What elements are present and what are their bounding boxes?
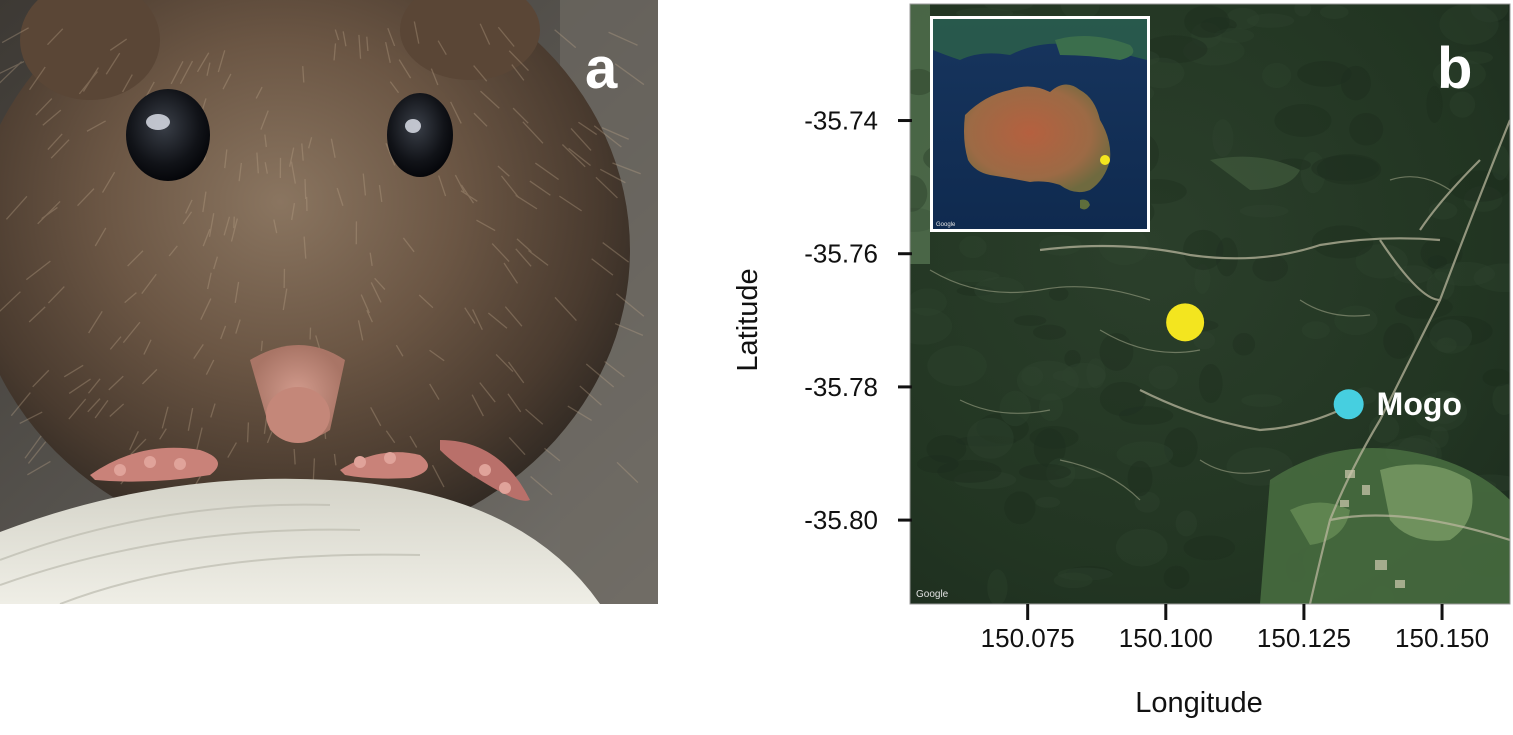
site-marker bbox=[1166, 303, 1205, 342]
inset-locator-map: Google bbox=[930, 16, 1150, 232]
x-tick-label: 150.125 bbox=[1257, 623, 1351, 653]
panel-a-label: a bbox=[585, 36, 618, 101]
x-tick-label: 150.075 bbox=[981, 623, 1075, 653]
x-axis: 150.075 150.100 150.125 150.150 bbox=[981, 604, 1489, 653]
mouse-photo bbox=[0, 0, 658, 604]
mogo-label: Mogo bbox=[1377, 386, 1462, 422]
svg-text:Google: Google bbox=[936, 222, 956, 228]
map-credit: Google bbox=[916, 589, 949, 600]
y-axis: -35.74 -35.76 -35.78 -35.80 bbox=[804, 106, 912, 535]
x-tick-label: 150.100 bbox=[1119, 623, 1213, 653]
map-points: Mogo bbox=[1166, 303, 1462, 422]
inset-site-marker bbox=[1100, 155, 1110, 165]
y-tick-label: -35.78 bbox=[804, 372, 878, 402]
panel-b-label: b bbox=[1437, 36, 1473, 101]
mouse-photo-panel: a bbox=[0, 0, 658, 604]
x-axis-title: Longitude bbox=[1135, 687, 1262, 719]
mogo-marker bbox=[1333, 389, 1364, 420]
y-tick-label: -35.74 bbox=[804, 106, 878, 136]
y-tick-label: -35.76 bbox=[804, 239, 878, 269]
y-axis-title: Latitude bbox=[732, 268, 764, 371]
x-tick-label: 150.150 bbox=[1395, 623, 1489, 653]
y-tick-label: -35.80 bbox=[804, 505, 878, 535]
